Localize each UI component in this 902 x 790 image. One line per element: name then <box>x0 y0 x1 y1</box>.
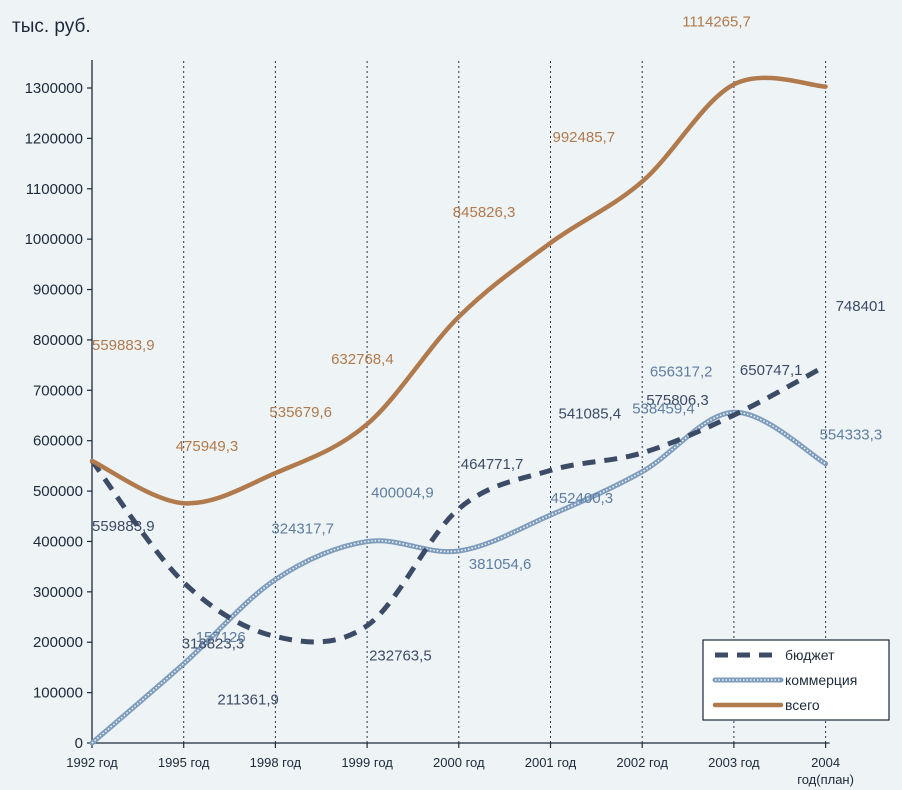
y-tick-label: 300000 <box>33 584 83 601</box>
data-label: 324317,7 <box>271 521 334 538</box>
legend-label: всего <box>785 697 820 713</box>
y-tick-label: 1000000 <box>25 231 83 248</box>
data-label: 538459,4 <box>632 401 695 418</box>
data-label: 845826,3 <box>453 204 516 221</box>
y-tick-label: 700000 <box>33 382 83 399</box>
data-label: 748401 <box>836 298 886 315</box>
data-label: 475949,3 <box>176 438 239 455</box>
data-labels: 559883,9318823,3211361,9232763,5464771,7… <box>92 0 897 709</box>
y-tick-label: 600000 <box>33 433 83 450</box>
y-tick-label: 1300000 <box>25 80 83 97</box>
x-tick-label: год(план) <box>797 772 854 787</box>
y-tick-label: 800000 <box>33 332 83 349</box>
data-label: 452400,3 <box>551 490 614 507</box>
data-label: 535679,6 <box>269 404 332 421</box>
y-tick-label: 1100000 <box>26 181 83 198</box>
y-tick-label: 1200000 <box>25 130 83 147</box>
data-label: 211361,9 <box>217 692 278 709</box>
data-label: 554333,3 <box>820 427 883 444</box>
data-label: 559883,9 <box>92 518 155 535</box>
data-label: 381054,6 <box>469 556 532 573</box>
x-tick-label: 2000 год <box>433 755 485 770</box>
x-tick-label: 2002 год <box>616 755 668 770</box>
y-tick-label: 900000 <box>33 282 83 299</box>
data-label: 559883,9 <box>92 337 155 354</box>
x-tick-label: 2001 год <box>525 755 577 770</box>
legend: бюджет коммерция всего <box>703 640 889 720</box>
y-tick-label: 100000 <box>33 685 83 702</box>
x-tick-label: 1992 год <box>66 755 118 770</box>
data-label: 632768,4 <box>331 351 394 368</box>
y-tick-label: 500000 <box>33 483 83 500</box>
x-tick-label: 1995 год <box>158 755 210 770</box>
legend-label: бюджет <box>785 647 835 663</box>
data-label: 1114265,7 <box>682 14 751 31</box>
data-label: 650747,1 <box>740 362 803 379</box>
data-label: 464771,7 <box>461 456 524 473</box>
legend-label: коммерция <box>785 672 857 688</box>
data-label: 992485,7 <box>553 129 616 146</box>
x-tick-label: 2003 год <box>708 755 760 770</box>
data-label: 656317,2 <box>650 363 713 380</box>
x-tick-label: 2004 <box>811 755 840 770</box>
y-unit-label: тыс. руб. <box>12 16 91 37</box>
data-label: 232763,5 <box>369 648 432 665</box>
y-tick-label: 200000 <box>33 634 83 651</box>
y-tick-label: 0 <box>75 735 83 752</box>
data-label: 400004,9 <box>371 484 434 501</box>
y-tick-label: 400000 <box>33 533 83 550</box>
x-tick-label: 1998 год <box>250 755 302 770</box>
data-label: 541085,4 <box>559 405 622 422</box>
data-label: 157126 <box>196 629 246 646</box>
x-tick-label: 1999 год <box>341 755 393 770</box>
